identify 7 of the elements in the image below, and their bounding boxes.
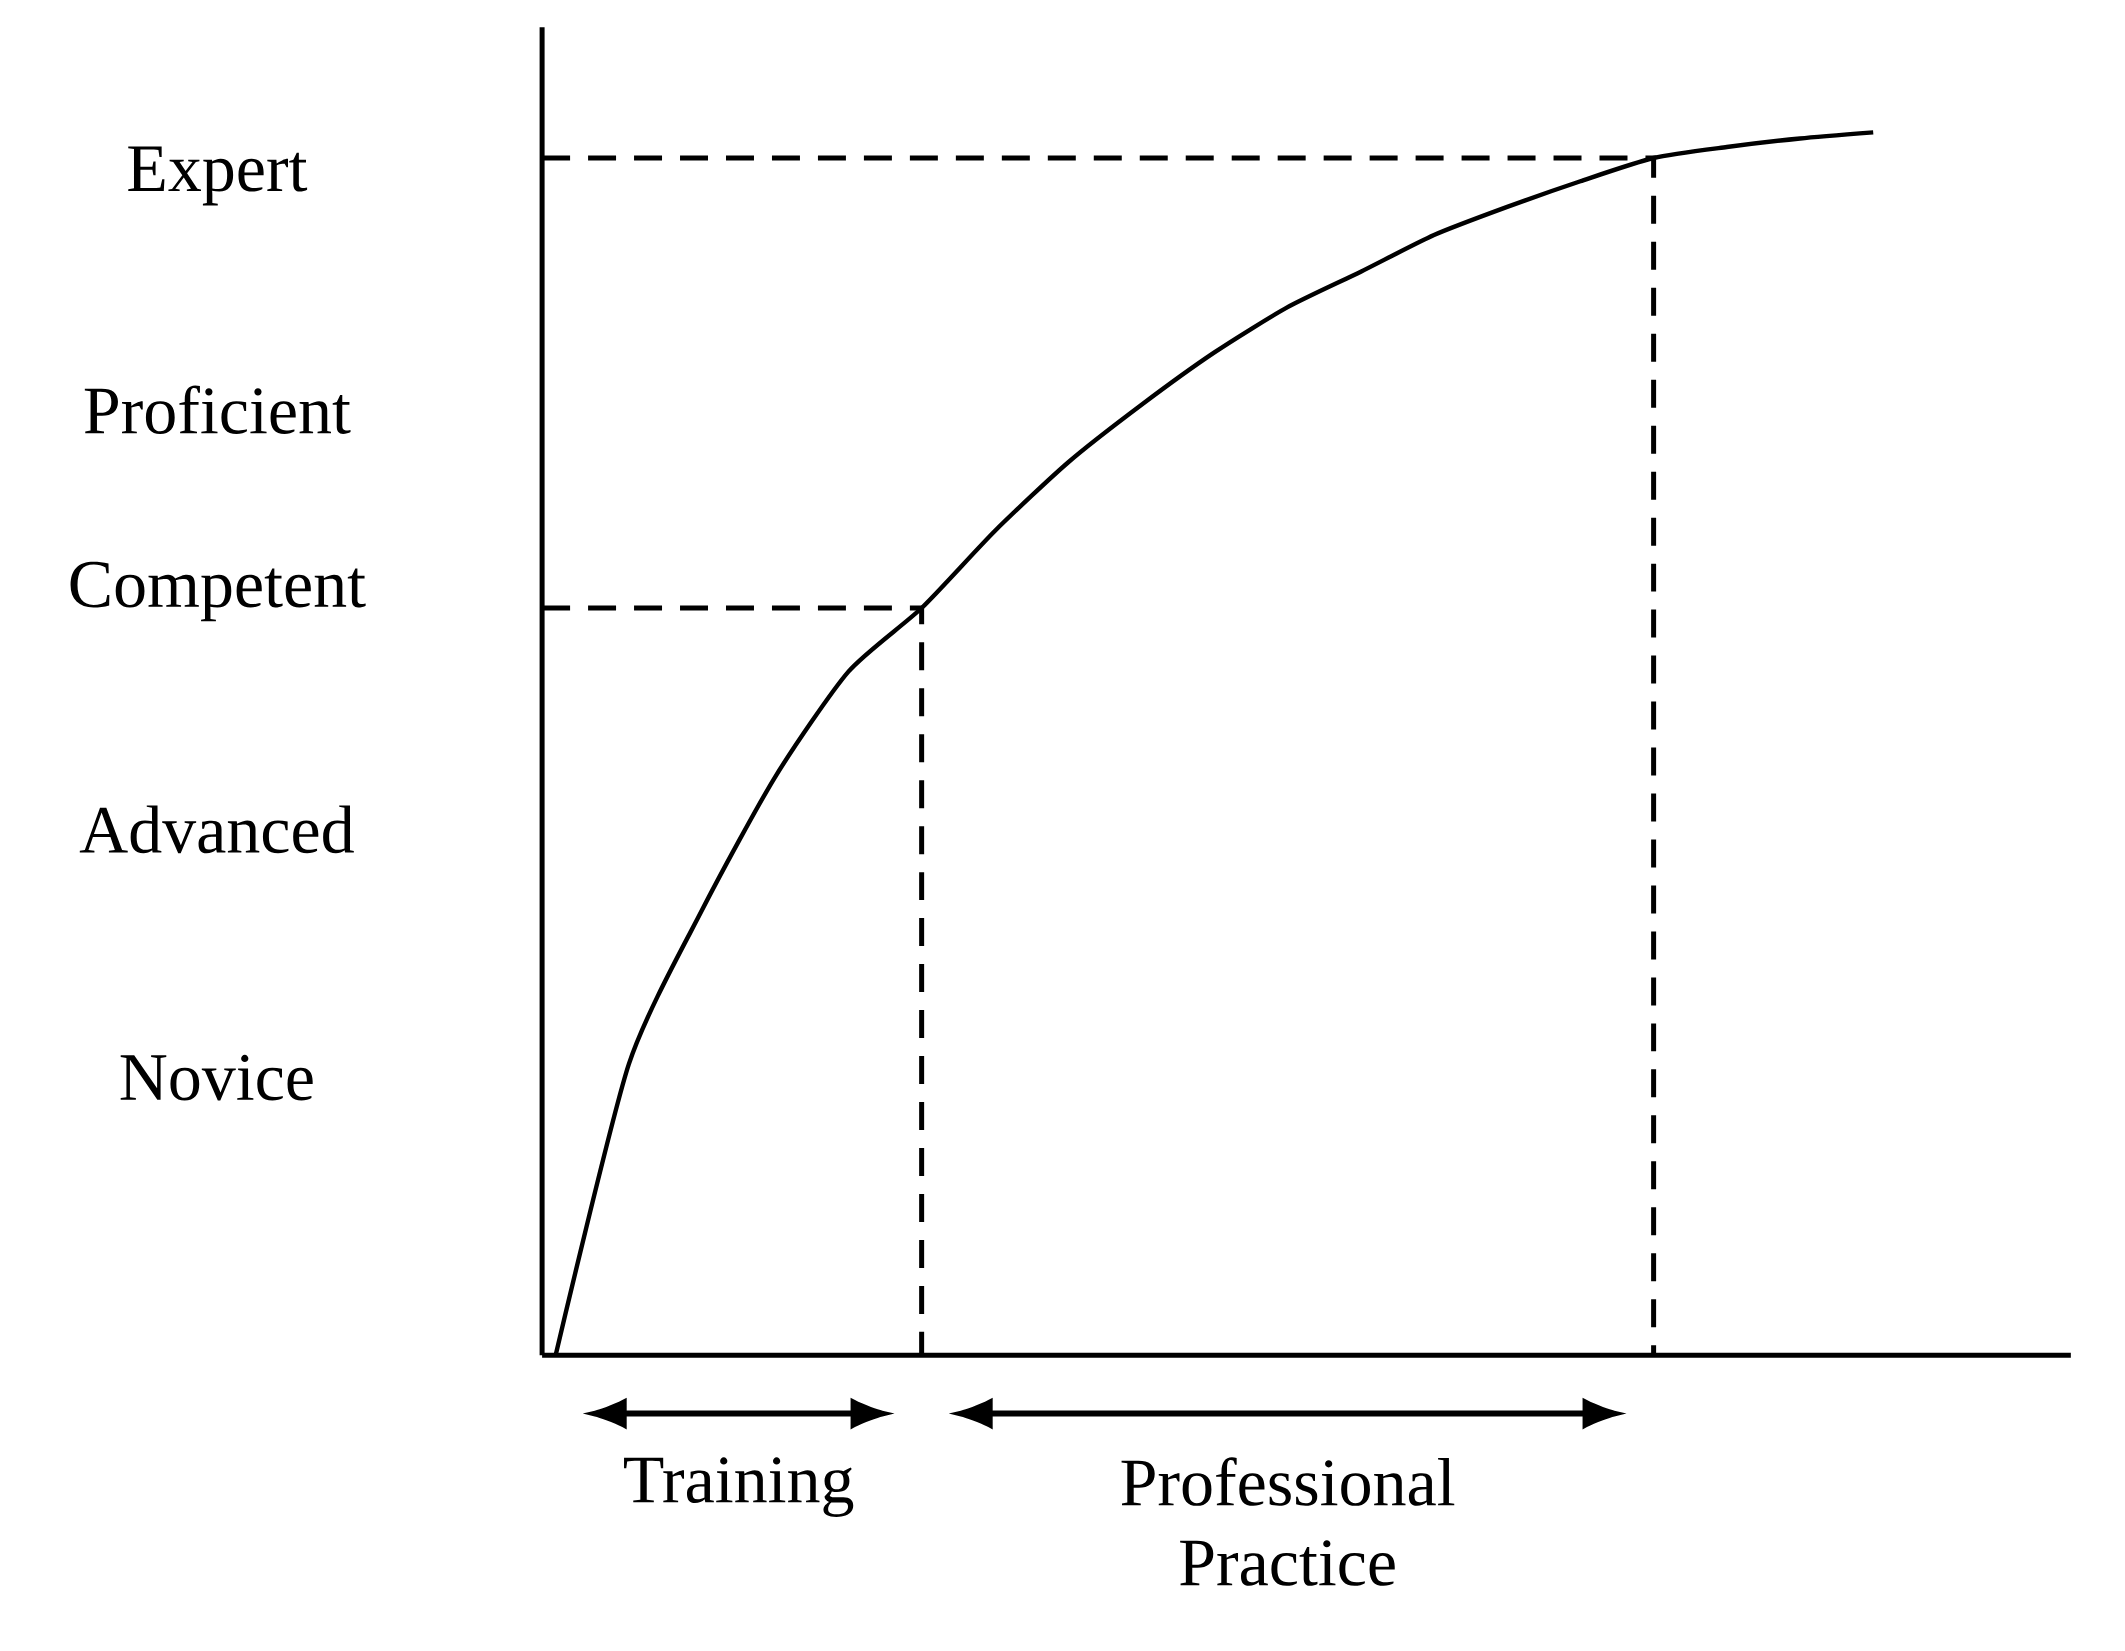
text: Competent — [70, 562, 366, 622]
text: Training — [624, 1457, 854, 1518]
text: Expert — [128, 146, 308, 206]
text: Proficient — [84, 385, 351, 435]
text: Novice — [120, 1055, 313, 1101]
text: Advanced — [79, 805, 354, 854]
text: Professional Practice — [1121, 1457, 1455, 1586]
